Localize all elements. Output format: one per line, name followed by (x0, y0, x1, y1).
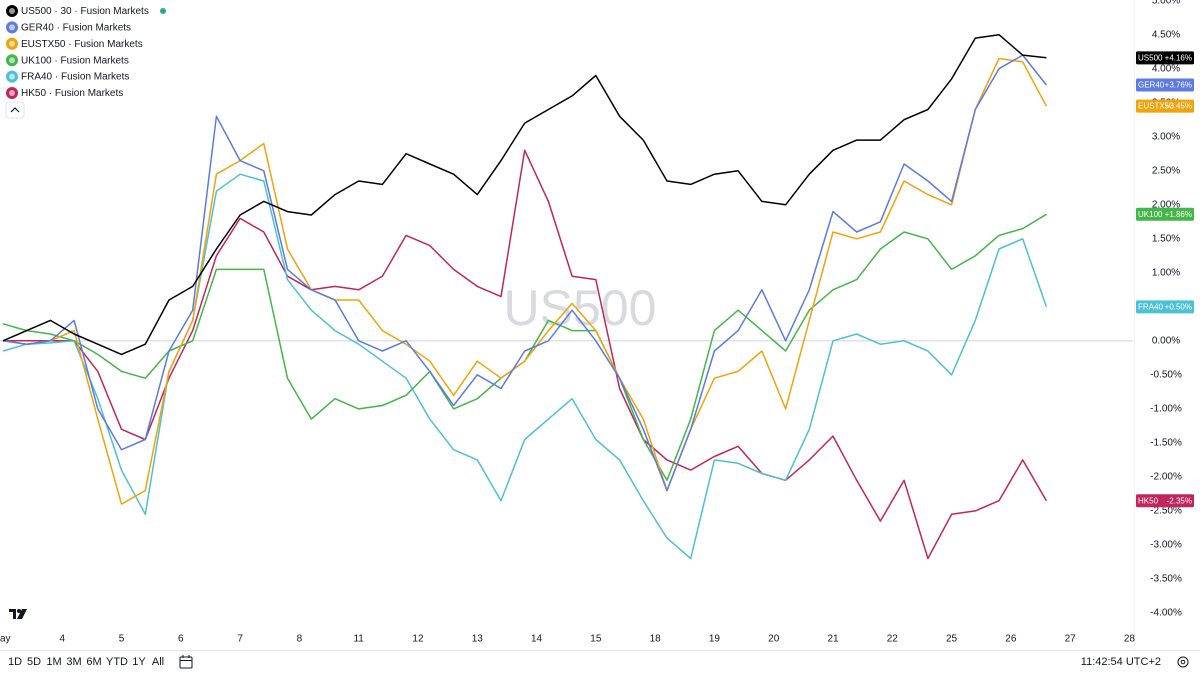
range-button[interactable]: 5D (27, 656, 41, 668)
price-tag-box (1136, 207, 1194, 221)
price-tag: GER40 +3.76% (1136, 78, 1194, 92)
range-button[interactable]: 6M (86, 656, 101, 668)
y-tick-label: -2.00% (1150, 472, 1182, 483)
series-line (2, 54, 1047, 492)
y-tick-label: -1.50% (1150, 438, 1182, 449)
x-tick-label: 13 (472, 634, 484, 645)
collapse-button[interactable] (5, 101, 25, 119)
legend-icon-inner (9, 73, 15, 80)
y-tick-label: 1.50% (1152, 233, 1180, 244)
range-button[interactable]: 1Y (132, 656, 146, 668)
price-tag-value: -2.35% (1167, 496, 1192, 505)
legend-icon-inner (9, 90, 15, 96)
x-tick-label: ay (0, 634, 11, 645)
price-tag-box (1136, 99, 1194, 113)
range-button[interactable]: 1D (8, 656, 22, 668)
price-tag-value: +0.50% (1165, 302, 1192, 311)
x-tick-label: 28 (1124, 634, 1136, 645)
y-tick-label: -4.00% (1150, 608, 1182, 619)
range-button[interactable]: All (152, 656, 164, 668)
x-tick-label: 26 (1005, 634, 1017, 645)
x-tick-label: 8 (297, 634, 303, 645)
watermark: US500 (504, 280, 657, 336)
x-tick-label: 22 (887, 634, 899, 645)
x-tick-label: 15 (590, 634, 602, 645)
series-line (2, 33, 1047, 356)
y-tick-label: 3.00% (1152, 131, 1180, 142)
legend-entry[interactable]: FRA40 · Fusion Markets (21, 72, 129, 83)
y-tick-label: 2.50% (1152, 165, 1180, 176)
series-line (2, 57, 1048, 505)
y-tick-label: 1.00% (1152, 267, 1180, 278)
legend-entry[interactable]: US500 · 30 · Fusion Markets (21, 6, 149, 17)
status-dot (160, 8, 166, 14)
x-tick-label: 25 (946, 634, 958, 645)
price-tag-box (1136, 78, 1194, 92)
price-tag-name: US500 (1138, 53, 1163, 62)
x-tick-label: 11 (353, 634, 364, 645)
series-line (3, 149, 1048, 560)
price-tag: UK100 +1.86% (1136, 207, 1194, 221)
x-tick-label: 12 (412, 634, 424, 645)
x-tick-label: 6 (178, 634, 184, 645)
price-tag: US500 +4.16% (1136, 51, 1194, 65)
calendar-button[interactable] (179, 655, 193, 669)
price-tag-name: EUSTX50 (1138, 102, 1174, 111)
y-tick-label: -2.50% (1150, 506, 1182, 517)
legend-entry[interactable]: HK50 · Fusion Markets (21, 88, 123, 99)
legend-icon-inner (9, 57, 15, 64)
y-tick-label: -0.50% (1150, 369, 1182, 380)
price-tag-value: +1.86% (1165, 210, 1192, 219)
x-tick-label: 4 (59, 634, 65, 645)
y-tick-label: 4.00% (1152, 63, 1180, 74)
x-tick-label: 20 (768, 634, 780, 645)
price-tag-box (1136, 300, 1194, 314)
y-tick-label: 0.00% (1152, 335, 1180, 346)
price-tag-name: UK100 (1138, 210, 1163, 219)
x-tick-label: 27 (1065, 634, 1077, 645)
legend-entry[interactable]: GER40 · Fusion Markets (21, 23, 131, 34)
price-tag-name: GER40 (1138, 81, 1165, 90)
price-tag-value: +3.45% (1165, 102, 1192, 111)
x-tick-label: 21 (827, 634, 839, 645)
y-tick-label: 4.50% (1152, 29, 1180, 40)
y-tick-label: -3.50% (1150, 574, 1182, 585)
x-tick-label: 5 (119, 634, 125, 645)
clock: 11:42:54 UTC+2 (1081, 656, 1161, 668)
range-button[interactable]: 1M (46, 656, 61, 668)
legend-entry[interactable]: EUSTX50 · Fusion Markets (21, 39, 143, 50)
price-tag: HK50 -2.35% (1136, 494, 1194, 508)
y-tick-label: 5.00% (1152, 0, 1180, 6)
price-tag-name: FRA40 (1138, 302, 1163, 311)
settings-button[interactable] (1177, 656, 1189, 668)
range-button[interactable]: YTD (106, 656, 128, 668)
price-tag: FRA40 +0.50% (1136, 300, 1194, 314)
price-tag: EUSTX50+3.45% (1136, 99, 1194, 113)
price-tag-value: +3.76% (1165, 81, 1192, 90)
price-tag-name: HK50 (1138, 496, 1159, 505)
range-button[interactable]: 3M (66, 656, 81, 668)
legend-icon-inner (9, 24, 15, 31)
x-tick-label: 7 (237, 634, 243, 645)
y-tick-label: -1.00% (1150, 404, 1182, 415)
y-tick-label: 2.00% (1152, 199, 1180, 210)
x-tick-label: 19 (709, 634, 721, 645)
price-tag-box (1136, 494, 1194, 508)
x-tick-label: 18 (650, 634, 662, 645)
price-tag-value: +4.16% (1165, 53, 1192, 62)
legend-icon-inner (9, 40, 15, 47)
legend-entry[interactable]: UK100 · Fusion Markets (21, 55, 129, 66)
y-tick-label: -3.00% (1150, 540, 1182, 551)
legend-icon-inner (9, 8, 15, 14)
tradingview-logo (9, 609, 27, 619)
price-tag-box (1136, 51, 1194, 65)
x-tick-label: 14 (531, 634, 543, 645)
